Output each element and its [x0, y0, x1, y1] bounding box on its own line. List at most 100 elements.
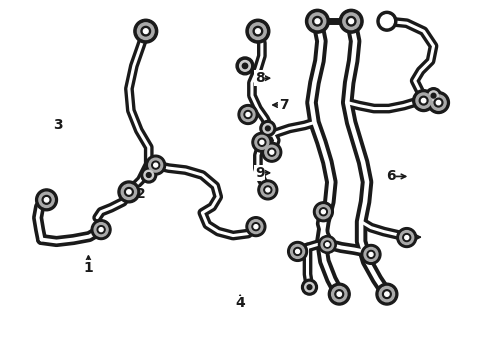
Circle shape: [118, 181, 140, 203]
Circle shape: [428, 92, 449, 113]
Circle shape: [321, 238, 334, 251]
Circle shape: [240, 60, 250, 71]
Circle shape: [379, 287, 394, 302]
Circle shape: [266, 188, 270, 192]
Circle shape: [364, 247, 378, 261]
Circle shape: [121, 184, 137, 199]
Circle shape: [42, 195, 51, 204]
Circle shape: [261, 183, 275, 197]
Circle shape: [335, 290, 343, 298]
Circle shape: [246, 217, 266, 237]
Circle shape: [149, 158, 163, 172]
Circle shape: [400, 231, 414, 244]
Circle shape: [137, 23, 154, 40]
Circle shape: [317, 205, 330, 219]
Text: 8: 8: [255, 71, 265, 85]
Circle shape: [313, 17, 322, 26]
Circle shape: [99, 228, 103, 231]
Circle shape: [258, 180, 278, 200]
Circle shape: [318, 235, 336, 253]
Circle shape: [431, 95, 446, 110]
Circle shape: [328, 283, 350, 305]
Circle shape: [262, 142, 282, 162]
Circle shape: [426, 88, 441, 104]
Circle shape: [385, 292, 389, 296]
Circle shape: [367, 251, 375, 258]
Circle shape: [249, 23, 266, 40]
Circle shape: [244, 111, 252, 118]
Text: 7: 7: [279, 98, 289, 112]
Circle shape: [294, 247, 301, 255]
Circle shape: [429, 91, 438, 100]
Circle shape: [305, 282, 314, 292]
Circle shape: [332, 287, 347, 302]
Circle shape: [152, 161, 160, 169]
Circle shape: [288, 242, 308, 261]
Circle shape: [97, 226, 105, 234]
Circle shape: [258, 138, 266, 146]
Circle shape: [315, 19, 320, 24]
Circle shape: [349, 19, 354, 24]
Text: 9: 9: [255, 166, 265, 180]
Circle shape: [236, 57, 254, 75]
Circle shape: [134, 19, 158, 43]
Text: 1: 1: [84, 261, 93, 275]
Circle shape: [124, 188, 133, 196]
Text: 2: 2: [136, 187, 146, 201]
Circle shape: [436, 100, 441, 105]
Circle shape: [246, 19, 270, 43]
Circle shape: [154, 163, 158, 167]
Circle shape: [416, 93, 431, 108]
Text: 6: 6: [386, 170, 396, 184]
Circle shape: [263, 123, 272, 133]
Circle shape: [314, 202, 333, 222]
Circle shape: [309, 13, 326, 30]
Circle shape: [264, 186, 272, 194]
Circle shape: [141, 26, 150, 36]
Circle shape: [434, 98, 443, 107]
Circle shape: [405, 235, 409, 239]
Text: 5: 5: [405, 230, 415, 244]
Circle shape: [144, 170, 153, 180]
Circle shape: [252, 223, 260, 231]
Circle shape: [91, 220, 111, 239]
Circle shape: [377, 11, 397, 31]
Circle shape: [255, 29, 260, 33]
Circle shape: [413, 90, 435, 112]
Circle shape: [243, 63, 247, 68]
Circle shape: [270, 150, 274, 154]
Circle shape: [419, 96, 428, 105]
Circle shape: [45, 198, 49, 202]
Circle shape: [255, 135, 269, 149]
Circle shape: [94, 223, 108, 237]
Circle shape: [291, 244, 305, 258]
Circle shape: [361, 244, 381, 264]
Circle shape: [421, 98, 426, 103]
Circle shape: [306, 9, 329, 33]
Circle shape: [241, 108, 255, 121]
Circle shape: [252, 132, 272, 152]
Circle shape: [403, 234, 411, 242]
Circle shape: [36, 189, 57, 211]
Circle shape: [295, 249, 299, 253]
Circle shape: [339, 9, 363, 33]
Circle shape: [324, 241, 331, 248]
Circle shape: [376, 283, 398, 305]
Circle shape: [431, 93, 436, 98]
Circle shape: [238, 105, 258, 125]
Circle shape: [260, 121, 276, 136]
Circle shape: [146, 155, 166, 175]
Circle shape: [147, 173, 151, 177]
Text: 3: 3: [53, 118, 63, 132]
Circle shape: [319, 208, 327, 216]
Circle shape: [260, 140, 264, 144]
Circle shape: [253, 26, 263, 36]
Circle shape: [337, 292, 342, 296]
Circle shape: [397, 228, 416, 247]
Circle shape: [369, 252, 373, 256]
Circle shape: [380, 15, 393, 28]
Circle shape: [383, 290, 391, 298]
Circle shape: [268, 148, 276, 156]
Circle shape: [246, 113, 250, 117]
Circle shape: [144, 29, 148, 33]
